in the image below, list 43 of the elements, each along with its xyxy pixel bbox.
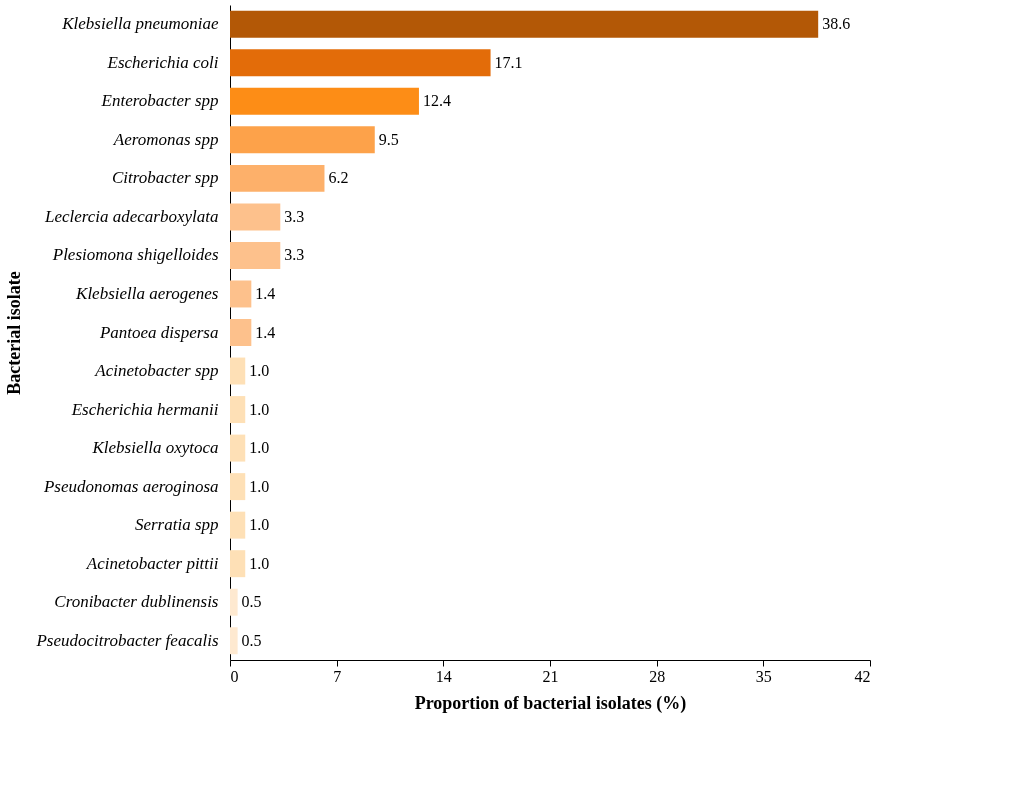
x-tick-label: 0 [230, 667, 239, 685]
data-label: 1.0 [249, 516, 270, 534]
y-tick-label: Cronibacter dublinensis [54, 592, 219, 612]
x-tick-label: 7 [333, 667, 342, 685]
data-label: 6.2 [328, 169, 349, 187]
y-tick-label: Serratia spp [134, 515, 219, 535]
y-tick-label: Escherichia coli [106, 52, 219, 72]
data-label: 1.0 [249, 554, 270, 572]
y-tick-label: Acinetobacter pittii [85, 553, 219, 573]
y-tick-label: Klebsiella pneumoniae [61, 14, 219, 34]
x-tick-label: 28 [649, 667, 666, 685]
data-label: 9.5 [378, 130, 399, 148]
data-label: 1.0 [249, 439, 270, 457]
data-label: 1.4 [255, 323, 276, 341]
data-label: 0.5 [241, 593, 262, 611]
y-tick-label: Aeromonas spp [112, 129, 219, 149]
x-tick-label: 35 [755, 667, 772, 685]
y-tick-label: Citrobacter spp [111, 168, 219, 188]
y-tick-label: Pseudocitrobacter feacalis [35, 630, 219, 650]
y-tick-label: Enterobacter spp [100, 91, 219, 111]
x-tick-label: 42 [854, 667, 871, 685]
y-tick-label: Pseudonomas aeroginosa [42, 476, 219, 496]
data-label: 1.0 [249, 400, 270, 418]
y-tick-label: Acinetobacter spp [94, 361, 219, 381]
data-label: 3.3 [284, 246, 305, 264]
y-tick-label: Escherichia hermanii [70, 399, 219, 419]
y-tick-label: Pantoea dispersa [98, 322, 219, 342]
x-axis-title: Proportion of bacterial isolates (%) [414, 692, 687, 714]
y-tick-label: Plesiomona shigelloides [51, 245, 219, 265]
y-tick-label: Leclercia adecarboxylata [43, 206, 219, 226]
y-axis-title: Bacterial isolate [4, 271, 25, 395]
data-label: 1.0 [249, 362, 270, 380]
data-label: 12.4 [422, 92, 451, 110]
data-label: 1.4 [255, 284, 276, 302]
x-tick-label: 21 [542, 667, 559, 685]
data-label: 3.3 [284, 207, 305, 225]
y-tick-label: Klebsiella aerogenes [75, 283, 219, 303]
data-label: 1.0 [249, 477, 270, 495]
data-label: 17.1 [494, 53, 523, 71]
data-label: 0.5 [241, 631, 262, 649]
x-tick-label: 14 [435, 667, 452, 685]
data-label: 38.6 [822, 15, 851, 33]
y-tick-label: Klebsiella oxytoca [91, 438, 219, 458]
